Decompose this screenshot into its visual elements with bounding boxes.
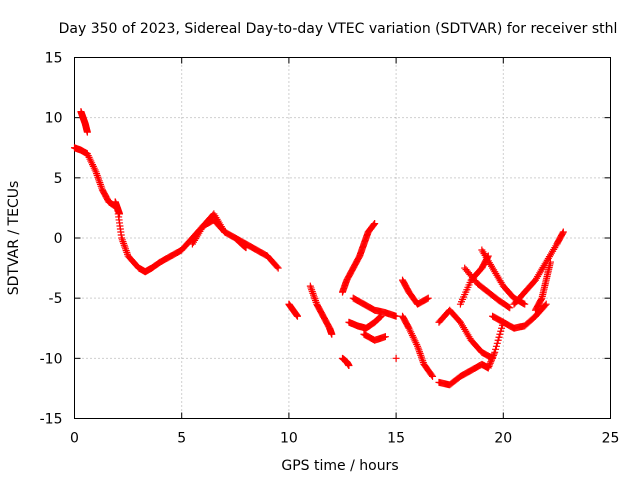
data-point [492, 342, 500, 350]
data-point [485, 362, 493, 370]
x-tick-label: 0 [70, 431, 79, 447]
data-point [424, 294, 432, 302]
data-point [495, 333, 503, 341]
data-point [498, 324, 506, 332]
data-point [542, 300, 550, 308]
data-point [371, 220, 379, 228]
y-tick-label: 10 [45, 111, 63, 127]
x-tick-label: 10 [280, 431, 298, 447]
data-point [345, 362, 353, 370]
data-point [520, 300, 528, 308]
data-point [559, 228, 567, 236]
y-tick-label: -5 [49, 291, 63, 307]
y-tick-label: 15 [45, 51, 63, 67]
y-axis-label: SDTVAR / TECUs [6, 181, 22, 296]
data-point [404, 323, 412, 331]
data-point [484, 364, 492, 372]
x-tick-label: 25 [602, 431, 620, 447]
data-point [490, 350, 498, 358]
data-point [370, 220, 378, 228]
y-tick-label: -10 [40, 351, 63, 367]
data-point [486, 359, 494, 367]
point-layer [71, 108, 567, 389]
data-point [491, 348, 499, 356]
data-point [83, 128, 91, 136]
data-point [492, 345, 500, 353]
data-point [489, 354, 497, 362]
grid-layer [74, 57, 611, 419]
data-point [488, 354, 496, 362]
data-point [293, 312, 301, 320]
data-point [521, 300, 529, 308]
data-point [381, 333, 389, 341]
data-point [486, 361, 494, 369]
data-point [497, 327, 505, 335]
data-point [274, 264, 282, 272]
data-point [546, 258, 554, 266]
data-point [428, 371, 436, 379]
data-point [505, 303, 513, 311]
data-point [496, 330, 504, 338]
x-tick-label: 20 [494, 431, 512, 447]
x-tick-label: 15 [387, 431, 405, 447]
data-point [369, 221, 377, 229]
data-point [392, 354, 400, 362]
data-point [328, 330, 336, 338]
y-tick-label: 0 [54, 231, 63, 247]
y-tick-label: -15 [40, 412, 63, 428]
data-point [242, 244, 250, 252]
data-point [273, 263, 281, 271]
data-point [494, 336, 502, 344]
data-point [506, 304, 514, 312]
x-tick-label: 5 [177, 431, 186, 447]
data-point [541, 301, 549, 309]
y-tick-label: 5 [54, 171, 63, 187]
data-point [116, 210, 124, 218]
data-point [423, 295, 431, 303]
tick-layer: 0 5 10 15 20 25 -15 -10 -5 0 5 10 15 [40, 51, 620, 447]
data-point [559, 229, 567, 237]
x-axis-label: GPS time / hours [281, 458, 398, 474]
data-point [537, 295, 545, 303]
data-point [376, 313, 384, 321]
data-point [392, 312, 400, 320]
chart-title: Day 350 of 2023, Sidereal Day-to-day VTE… [59, 21, 618, 37]
data-point [493, 339, 501, 347]
data-point [429, 372, 437, 380]
